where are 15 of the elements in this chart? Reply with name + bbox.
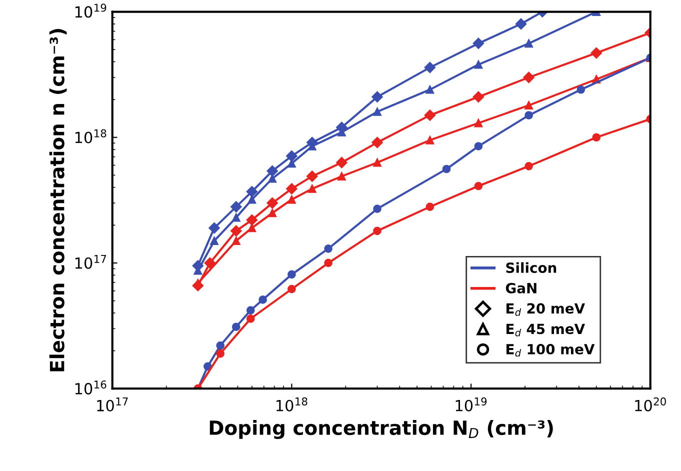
y-tick-label: 10$^{18}$: [75, 129, 106, 144]
legend-label: Silicon: [506, 262, 556, 273]
x-tick-label: 10$^{17}$: [97, 398, 128, 412]
y-tick-label: 10$^{17}$: [75, 255, 106, 269]
y-tick-label: 10$^{19}$: [75, 4, 106, 18]
x-tick-label: 10$^{20}$: [635, 397, 666, 412]
legend-label: GaN: [506, 282, 536, 294]
annotation: E$_{d}$ 45 meV: [506, 324, 585, 336]
annotation: E$_{d}$ 100 meV: [506, 344, 595, 357]
x-tick-label: 10$^{18}$: [276, 397, 308, 412]
x-axis-title: Doping concentration N$_{D}$ (cm⁻³): [210, 420, 553, 439]
x-tick-label: 10$^{19}$: [456, 397, 487, 412]
y-tick-label: 10$^{16}$: [75, 380, 106, 394]
y-axis-title: Electron concentration n (cm⁻³): [49, 29, 67, 372]
annotation: E$_{d}$ 20 meV: [506, 303, 585, 316]
